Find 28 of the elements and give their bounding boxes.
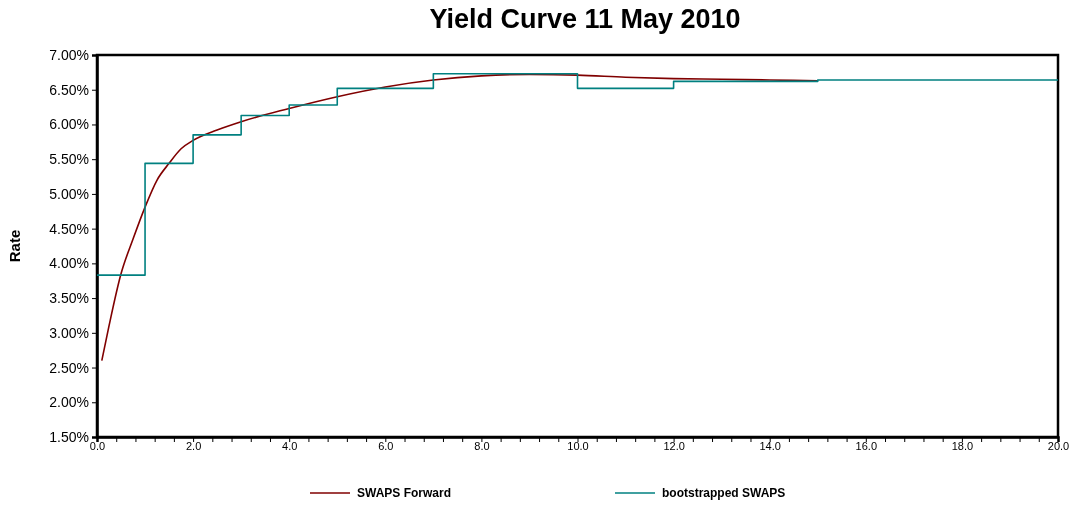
x-tick-label: 12.0: [663, 440, 685, 453]
y-tick-label: 4.50%: [49, 220, 89, 237]
x-tick-label: 8.0: [474, 440, 490, 453]
x-tick-label: 2.0: [185, 440, 202, 453]
y-tick-label: 2.50%: [49, 359, 89, 376]
chart-title: Yield Curve 11 May 2010: [429, 4, 741, 34]
legend-label: bootstrapped SWAPS: [662, 486, 786, 500]
line-series: [101, 73, 819, 362]
y-tick-label: 2.00%: [49, 394, 89, 411]
y-tick-label: 5.50%: [49, 151, 89, 168]
x-tick-label: 18.0: [951, 440, 974, 453]
y-tick-label: 7.00%: [49, 46, 89, 63]
y-tick-label: 6.50%: [49, 81, 89, 98]
y-axis-title: Rate: [6, 229, 23, 263]
x-tick-label: 0.0: [89, 440, 106, 453]
y-tick-label: 1.50%: [49, 428, 89, 445]
x-tick-label: 14.0: [759, 440, 781, 453]
y-tick-label: 5.00%: [49, 185, 89, 202]
y-tick-label: 6.00%: [49, 116, 89, 133]
x-tick-label: 4.0: [282, 440, 298, 453]
y-tick-label: 4.00%: [49, 255, 89, 272]
x-tick-label: 6.0: [378, 440, 394, 453]
legend-label: SWAPS Forward: [357, 486, 452, 500]
x-tick-label: 16.0: [855, 440, 878, 453]
y-tick-label: 3.50%: [49, 290, 89, 307]
y-tick-label: 3.00%: [49, 324, 89, 341]
x-tick-label: 20.0: [1047, 440, 1070, 453]
x-tick-label: 10.0: [567, 440, 589, 453]
